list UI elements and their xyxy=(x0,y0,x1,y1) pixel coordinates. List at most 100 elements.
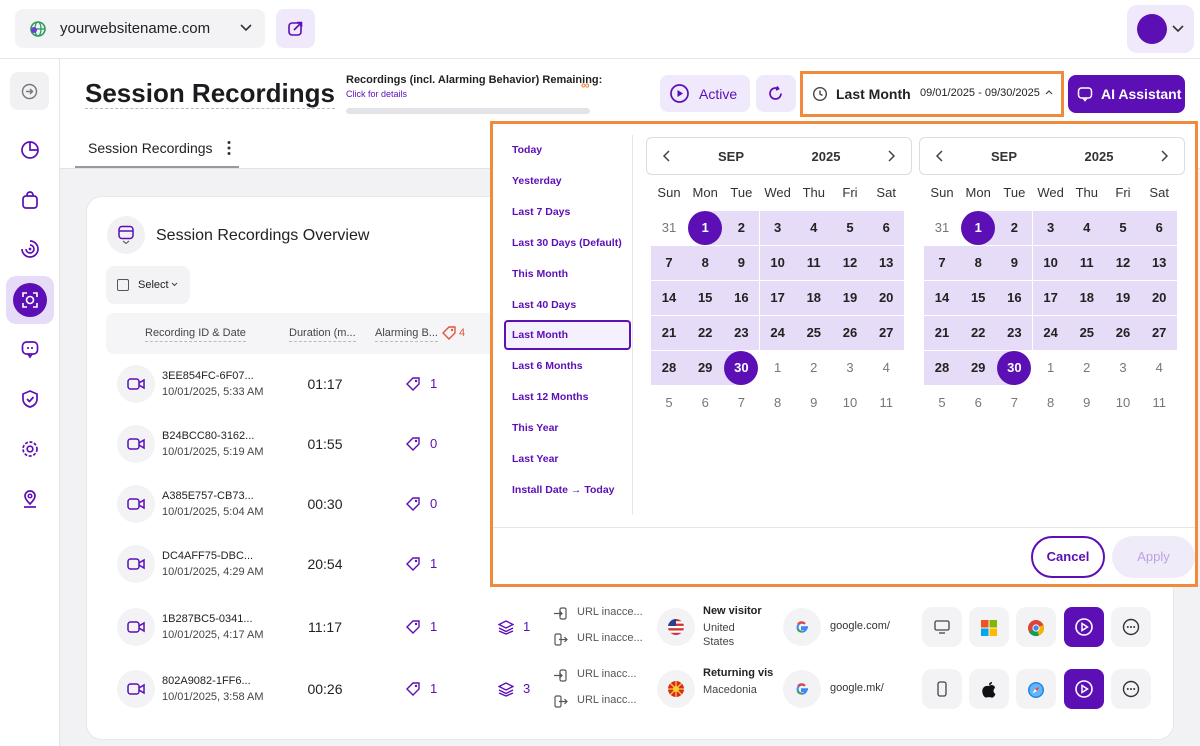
calendar-day[interactable]: 14 xyxy=(924,291,960,304)
recording-id[interactable]: B24BCC80-3162... xyxy=(162,431,254,442)
select-checkbox[interactable] xyxy=(117,279,129,291)
recording-id[interactable]: DC4AFF75-DBC... xyxy=(162,551,253,562)
preset-option[interactable]: Last 6 Months xyxy=(512,361,583,372)
calendar-day[interactable]: 18 xyxy=(796,291,832,304)
calendar-day[interactable]: 21 xyxy=(651,326,687,339)
calendar-day[interactable]: 13 xyxy=(868,256,904,269)
column-header[interactable]: Duration (m... xyxy=(289,328,356,342)
calendar-day[interactable]: 3 xyxy=(1105,361,1141,374)
calendar-day[interactable]: 23 xyxy=(996,326,1032,339)
calendar-day[interactable]: 31 xyxy=(651,221,687,234)
calendar-day[interactable]: 9 xyxy=(1069,396,1105,409)
recording-id[interactable]: A385E757-CB73... xyxy=(162,491,254,502)
calendar-day[interactable]: 27 xyxy=(868,326,904,339)
calendar-day[interactable]: 24 xyxy=(1033,326,1069,339)
preset-option[interactable]: Install Date → Today xyxy=(512,485,615,496)
calendar-day[interactable]: 2 xyxy=(723,221,759,234)
calendar-day[interactable]: 15 xyxy=(960,291,996,304)
preset-option[interactable]: Last 40 Days xyxy=(512,300,576,311)
preset-option[interactable]: Yesterday xyxy=(512,176,562,187)
calendar-day[interactable]: 7 xyxy=(996,396,1032,409)
calendar-day[interactable]: 26 xyxy=(1105,326,1141,339)
preset-option[interactable]: Last Year xyxy=(512,454,559,465)
calendar-day[interactable]: 6 xyxy=(960,396,996,409)
quota-link[interactable]: Click for details xyxy=(346,90,407,99)
calendar-day[interactable]: 3 xyxy=(760,221,796,234)
calendar-day[interactable]: 27 xyxy=(1141,326,1177,339)
calendar-day[interactable]: 5 xyxy=(1105,221,1141,234)
calendar-day[interactable]: 1 xyxy=(1033,361,1069,374)
calendar-day[interactable]: 6 xyxy=(687,396,723,409)
recording-id[interactable]: 1B287BC5-0341... xyxy=(162,614,253,625)
calendar-day[interactable]: 7 xyxy=(924,256,960,269)
calendar-day[interactable]: 5 xyxy=(651,396,687,409)
calendar-day[interactable]: 11 xyxy=(1069,256,1105,269)
calendar-day[interactable]: 20 xyxy=(868,291,904,304)
calendar-day[interactable]: 11 xyxy=(868,396,904,409)
preset-option[interactable]: Last Month xyxy=(512,330,568,341)
calendar-day[interactable]: 17 xyxy=(1033,291,1069,304)
calendar-day[interactable]: 16 xyxy=(723,291,759,304)
calendar-day[interactable]: 25 xyxy=(796,326,832,339)
tracking-icon[interactable] xyxy=(20,239,40,259)
calendar-day[interactable]: 21 xyxy=(924,326,960,339)
calendar-day[interactable]: 29 xyxy=(687,361,723,374)
calendar-day[interactable]: 2 xyxy=(996,221,1032,234)
calendar-day[interactable]: 30 xyxy=(723,361,759,374)
tab-label[interactable]: Session Recordings xyxy=(88,141,213,155)
column-header[interactable]: Recording ID & Date xyxy=(145,328,246,342)
calendar-day[interactable]: 16 xyxy=(996,291,1032,304)
calendar-day[interactable]: 4 xyxy=(868,361,904,374)
calendar-day[interactable]: 9 xyxy=(796,396,832,409)
calendar-day[interactable]: 28 xyxy=(924,361,960,374)
calendar-day[interactable]: 9 xyxy=(723,256,759,269)
calendar-day[interactable]: 13 xyxy=(1141,256,1177,269)
calendar-day[interactable]: 22 xyxy=(960,326,996,339)
recording-id[interactable]: 3EE854FC-6F07... xyxy=(162,371,254,382)
calendar-day[interactable]: 22 xyxy=(687,326,723,339)
calendar-day[interactable]: 10 xyxy=(1033,256,1069,269)
calendar-day[interactable]: 30 xyxy=(996,361,1032,374)
location-icon[interactable] xyxy=(20,489,40,509)
feedback-icon[interactable] xyxy=(20,339,40,359)
calendar-day[interactable]: 2 xyxy=(1069,361,1105,374)
dashboard-icon[interactable] xyxy=(20,140,40,160)
calendar-day[interactable]: 1 xyxy=(687,221,723,234)
calendar-day[interactable]: 5 xyxy=(924,396,960,409)
calendar-day[interactable]: 8 xyxy=(960,256,996,269)
calendar-day[interactable]: 12 xyxy=(832,256,868,269)
calendar-day[interactable]: 4 xyxy=(796,221,832,234)
calendar-day[interactable]: 7 xyxy=(723,396,759,409)
calendar-day[interactable]: 28 xyxy=(651,361,687,374)
preset-option[interactable]: Last 30 Days (Default) xyxy=(512,238,622,249)
calendar-day[interactable]: 25 xyxy=(1069,326,1105,339)
next-month-icon[interactable] xyxy=(886,149,896,163)
calendar-day[interactable]: 17 xyxy=(760,291,796,304)
settings-icon[interactable] xyxy=(20,439,40,459)
calendar-day[interactable]: 10 xyxy=(1105,396,1141,409)
next-month-icon[interactable] xyxy=(1159,149,1169,163)
calendar-day[interactable]: 8 xyxy=(687,256,723,269)
calendar-day[interactable]: 3 xyxy=(832,361,868,374)
calendar-day[interactable]: 24 xyxy=(760,326,796,339)
calendar-day[interactable]: 12 xyxy=(1105,256,1141,269)
calendar-day[interactable]: 8 xyxy=(760,396,796,409)
tab-menu-icon[interactable] xyxy=(226,140,232,156)
shop-icon[interactable] xyxy=(20,190,40,210)
calendar-day[interactable]: 31 xyxy=(924,221,960,234)
recording-id[interactable]: 802A9082-1FF6... xyxy=(162,676,251,687)
calendar-day[interactable]: 29 xyxy=(960,361,996,374)
calendar-day[interactable]: 6 xyxy=(868,221,904,234)
calendar-year[interactable]: 2025 xyxy=(801,150,851,163)
calendar-day[interactable]: 20 xyxy=(1141,291,1177,304)
prev-month-icon[interactable] xyxy=(662,149,672,163)
security-icon[interactable] xyxy=(20,389,40,409)
calendar-day[interactable]: 14 xyxy=(651,291,687,304)
calendar-month[interactable]: SEP xyxy=(706,150,756,163)
calendar-day[interactable]: 10 xyxy=(832,396,868,409)
calendar-day[interactable]: 4 xyxy=(1069,221,1105,234)
calendar-day[interactable]: 5 xyxy=(832,221,868,234)
calendar-day[interactable]: 2 xyxy=(796,361,832,374)
calendar-month[interactable]: SEP xyxy=(979,150,1029,163)
referrer[interactable]: google.com/ xyxy=(830,621,890,632)
